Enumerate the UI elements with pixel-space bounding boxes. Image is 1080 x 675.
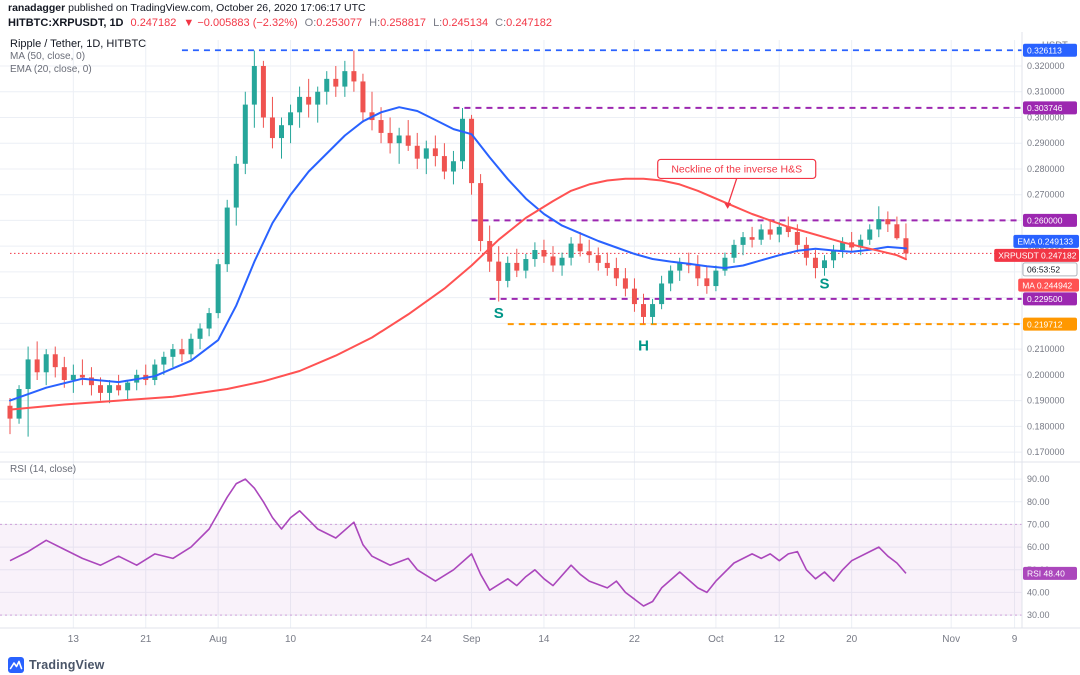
chart-area[interactable]: S H S Neckline of the inverse H&S 0.170000 0.… bbox=[0, 32, 1080, 654]
svg-text:80.00: 80.00 bbox=[1027, 497, 1050, 507]
svg-text:0.190000: 0.190000 bbox=[1027, 396, 1065, 406]
attribution-text: published on TradingView.com, October 26… bbox=[65, 2, 366, 14]
svg-text:S: S bbox=[819, 275, 829, 292]
price-change: ▼ −0.005883 (−2.32%) bbox=[183, 17, 298, 29]
svg-text:14: 14 bbox=[538, 634, 550, 645]
svg-text:24: 24 bbox=[421, 634, 433, 645]
attribution-bar: ranadagger published on TradingView.com,… bbox=[0, 0, 1080, 16]
svg-text:12: 12 bbox=[774, 634, 786, 645]
tradingview-brand-text[interactable]: TradingView bbox=[29, 657, 105, 672]
svg-text:Aug: Aug bbox=[209, 634, 227, 645]
time-axis[interactable]: 13 21 Aug 10 24 Sep 14 22 Oct 12 20 Nov 9 bbox=[68, 634, 1018, 645]
svg-text:06:53:52: 06:53:52 bbox=[1027, 265, 1060, 275]
svg-text:0.326113: 0.326113 bbox=[1027, 45, 1062, 55]
svg-text:0.270000: 0.270000 bbox=[1027, 190, 1065, 200]
svg-text:0.219712: 0.219712 bbox=[1027, 319, 1063, 329]
symbol-info-bar: HITBTC:XRPUSDT, 1D 0.247182 ▼ −0.005883 (−… bbox=[0, 16, 1080, 32]
svg-text:60.00: 60.00 bbox=[1027, 542, 1050, 552]
svg-text:EMA 0.249133: EMA 0.249133 bbox=[1017, 237, 1073, 247]
axis-badges: 0.326113 0.303746 0.260000 EMA 0.249133 XRPU… bbox=[994, 43, 1079, 580]
last-price: 0.247182 bbox=[130, 17, 177, 29]
svg-text:0.310000: 0.310000 bbox=[1027, 87, 1065, 97]
author-name[interactable]: ranadagger bbox=[8, 2, 66, 14]
svg-text:0.303746: 0.303746 bbox=[1027, 103, 1063, 113]
svg-text:9: 9 bbox=[1012, 634, 1018, 645]
svg-text:30.00: 30.00 bbox=[1027, 610, 1050, 620]
svg-text:20: 20 bbox=[846, 634, 858, 645]
svg-text:S: S bbox=[494, 305, 504, 322]
svg-text:0.290000: 0.290000 bbox=[1027, 138, 1065, 148]
svg-text:Oct: Oct bbox=[708, 634, 724, 645]
open-value: O:0.253077 bbox=[304, 17, 363, 29]
neckline-annotation[interactable]: Neckline of the inverse H&S bbox=[657, 158, 817, 209]
svg-text:RSI 48.40: RSI 48.40 bbox=[1027, 569, 1065, 579]
svg-text:40.00: 40.00 bbox=[1027, 587, 1050, 597]
svg-text:H: H bbox=[638, 337, 649, 354]
svg-text:Nov: Nov bbox=[942, 634, 960, 645]
rsi-band bbox=[0, 523, 1022, 616]
svg-text:90.00: 90.00 bbox=[1027, 474, 1050, 484]
symbol-title[interactable]: HITBTC:XRPUSDT, 1D bbox=[8, 17, 124, 29]
pane-separators bbox=[0, 32, 1080, 629]
svg-text:0.229500: 0.229500 bbox=[1027, 294, 1063, 304]
rsi-line[interactable] bbox=[9, 478, 907, 607]
svg-text:Sep: Sep bbox=[463, 634, 481, 645]
horizontal-levels[interactable] bbox=[10, 49, 1022, 326]
svg-text:0.170000: 0.170000 bbox=[1027, 447, 1065, 457]
low-value: L:0.245134 bbox=[433, 17, 489, 29]
high-value: H:0.258817 bbox=[369, 17, 427, 29]
svg-text:21: 21 bbox=[140, 634, 152, 645]
footer-bar: TradingView bbox=[0, 654, 1080, 675]
svg-text:0.180000: 0.180000 bbox=[1027, 421, 1065, 431]
svg-text:70.00: 70.00 bbox=[1027, 519, 1050, 529]
svg-text:0.280000: 0.280000 bbox=[1027, 164, 1065, 174]
svg-text:13: 13 bbox=[68, 634, 80, 645]
candles-layer bbox=[7, 50, 909, 437]
svg-text:Neckline of the inverse H&S: Neckline of the inverse H&S bbox=[671, 163, 802, 175]
svg-text:XRPUSDT 0.247182: XRPUSDT 0.247182 bbox=[998, 251, 1077, 261]
svg-text:0.260000: 0.260000 bbox=[1027, 216, 1063, 226]
svg-text:MA 0.244942: MA 0.244942 bbox=[1022, 280, 1072, 290]
ema-line[interactable] bbox=[9, 106, 907, 402]
svg-text:0.300000: 0.300000 bbox=[1027, 112, 1065, 122]
svg-text:22: 22 bbox=[629, 634, 641, 645]
svg-text:0.210000: 0.210000 bbox=[1027, 344, 1065, 354]
svg-text:0.320000: 0.320000 bbox=[1027, 61, 1065, 71]
gridlines bbox=[0, 40, 1022, 628]
hs-letters: S H S bbox=[494, 275, 830, 354]
ma-line[interactable] bbox=[9, 177, 907, 411]
tradingview-logo-icon[interactable] bbox=[8, 656, 24, 673]
svg-text:10: 10 bbox=[285, 634, 297, 645]
close-value: C:0.247182 bbox=[495, 17, 553, 29]
svg-text:0.200000: 0.200000 bbox=[1027, 370, 1065, 380]
